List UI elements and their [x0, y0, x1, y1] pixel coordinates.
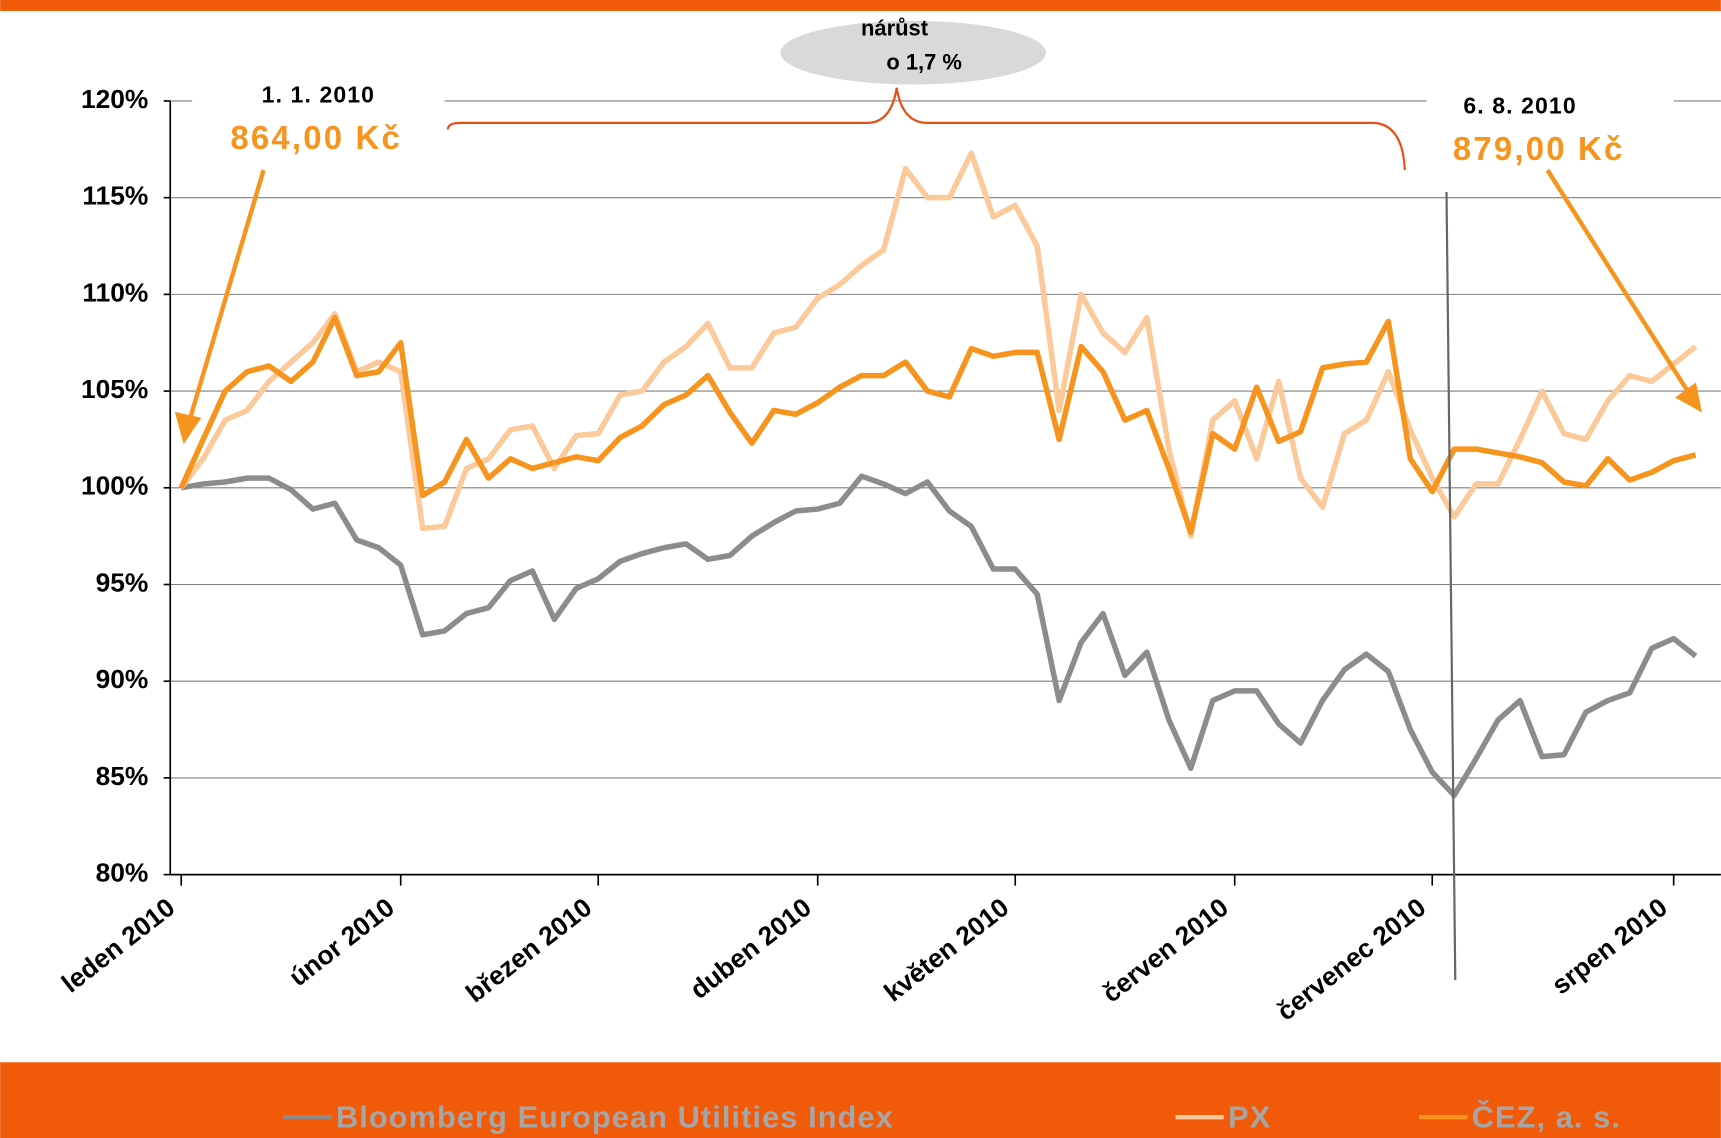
annotation: 864,00 Kč: [230, 119, 402, 156]
x-tick-label: červen 2010: [1097, 892, 1234, 1008]
annotation: 1. 1. 2010: [262, 82, 375, 108]
plot: 80% 85% 90% 95% 100% 105% 110% 115% 120% leden 20…: [56, 84, 1721, 1027]
legend: Bloomberg European Utilities Index PX ČEZ,…: [283, 1098, 1621, 1134]
arrowhead: [174, 411, 202, 445]
annotation: nárůst: [861, 15, 929, 40]
y-tick-label: 120%: [81, 84, 148, 114]
y-tick-label: 110%: [82, 277, 148, 307]
annotation: o 1,7 %: [886, 49, 962, 74]
y-tick-label: 85%: [96, 761, 149, 791]
footer-bar: [0, 1062, 1721, 1138]
annotation: 879,00 Kč: [1453, 130, 1625, 167]
y-tick-label: 105%: [81, 374, 148, 404]
series-line: [178, 314, 1697, 536]
arrow: [1545, 168, 1692, 397]
series-line: [180, 473, 1698, 799]
series-line: [179, 150, 1698, 539]
x-tick-label: únor 2010: [283, 892, 399, 992]
legend-label: ČEZ, a. s.: [1472, 1098, 1621, 1134]
grid: [170, 100, 1721, 876]
x-tick-label: květen 2010: [878, 892, 1014, 1008]
top-bar: [0, 0, 1721, 11]
callout: [780, 20, 1046, 85]
x-tick-label: duben 2010: [684, 892, 817, 1005]
x-tick-label: leden 2010: [56, 892, 181, 999]
arrow: [186, 169, 266, 424]
brace: [446, 87, 1406, 171]
y-tick-label: 95%: [96, 567, 149, 597]
y-tick-label: 100%: [81, 471, 148, 501]
arrows: [174, 168, 1702, 445]
arrowhead: [1675, 382, 1702, 413]
date-marker: [1445, 192, 1457, 980]
label-bg: [192, 76, 445, 171]
x-tick-label: březen 2010: [460, 892, 597, 1008]
y-tick-label: 80%: [96, 858, 149, 888]
x-tick-label: červenec 2010: [1271, 892, 1431, 1027]
legend-label: PX: [1228, 1099, 1271, 1134]
legend-label: Bloomberg European Utilities Index: [336, 1099, 894, 1134]
y-tick-label: 115%: [82, 181, 148, 211]
x-tick-label: srpen 2010: [1546, 892, 1673, 1000]
annotation: 6. 8. 2010: [1463, 93, 1576, 119]
label-bg: [1426, 87, 1674, 176]
y-tick-label: 90%: [96, 664, 149, 694]
